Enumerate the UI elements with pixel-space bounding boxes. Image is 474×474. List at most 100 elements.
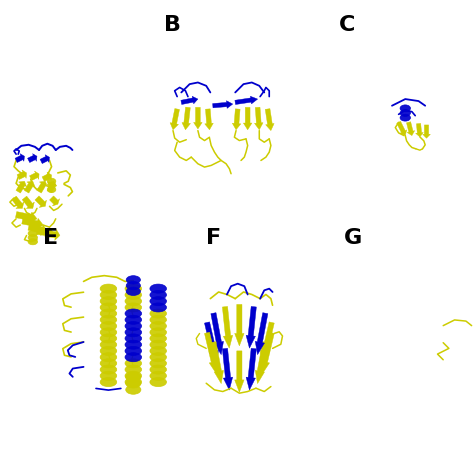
FancyArrow shape <box>182 107 191 130</box>
FancyArrow shape <box>235 304 244 346</box>
Ellipse shape <box>100 315 117 324</box>
FancyArrow shape <box>50 196 60 206</box>
Ellipse shape <box>150 297 166 306</box>
FancyArrow shape <box>260 332 274 374</box>
Text: G: G <box>344 228 362 248</box>
Ellipse shape <box>28 235 37 241</box>
Ellipse shape <box>125 303 142 312</box>
Ellipse shape <box>150 328 166 337</box>
Ellipse shape <box>126 282 140 290</box>
FancyArrow shape <box>204 332 219 374</box>
Ellipse shape <box>100 359 117 368</box>
Ellipse shape <box>125 353 142 362</box>
FancyArrow shape <box>235 96 257 104</box>
FancyArrow shape <box>423 125 430 138</box>
Ellipse shape <box>125 340 142 349</box>
Ellipse shape <box>100 284 117 293</box>
Ellipse shape <box>100 377 117 387</box>
Ellipse shape <box>100 340 117 349</box>
FancyArrow shape <box>47 181 57 192</box>
Ellipse shape <box>100 353 117 362</box>
FancyArrow shape <box>211 313 223 355</box>
FancyArrow shape <box>28 224 47 236</box>
FancyArrow shape <box>265 109 274 131</box>
FancyArrow shape <box>255 313 268 355</box>
FancyArrow shape <box>407 122 415 136</box>
FancyArrow shape <box>397 121 407 136</box>
Ellipse shape <box>125 334 142 343</box>
Ellipse shape <box>100 328 117 337</box>
FancyArrow shape <box>16 211 37 223</box>
FancyArrow shape <box>16 181 27 193</box>
FancyArrow shape <box>204 322 219 364</box>
Ellipse shape <box>100 321 117 330</box>
FancyArrow shape <box>205 109 213 130</box>
Ellipse shape <box>126 373 141 382</box>
FancyArrow shape <box>255 342 268 383</box>
FancyArrow shape <box>22 196 34 209</box>
Ellipse shape <box>150 346 166 356</box>
Text: E: E <box>43 228 58 248</box>
Ellipse shape <box>125 284 142 293</box>
Ellipse shape <box>100 309 117 318</box>
Ellipse shape <box>100 334 117 343</box>
Ellipse shape <box>150 365 166 374</box>
FancyArrow shape <box>42 172 52 182</box>
Ellipse shape <box>150 371 166 380</box>
FancyArrow shape <box>36 227 54 238</box>
Ellipse shape <box>125 291 142 300</box>
FancyArrow shape <box>15 154 25 163</box>
FancyArrow shape <box>17 170 27 180</box>
Ellipse shape <box>100 371 117 380</box>
Ellipse shape <box>126 287 140 295</box>
FancyArrow shape <box>243 108 252 130</box>
Ellipse shape <box>100 291 117 300</box>
FancyArrow shape <box>213 100 233 109</box>
Ellipse shape <box>126 385 141 394</box>
Ellipse shape <box>150 359 166 368</box>
FancyArrow shape <box>246 307 256 348</box>
Ellipse shape <box>150 303 166 312</box>
Ellipse shape <box>125 315 142 324</box>
Ellipse shape <box>150 284 166 293</box>
FancyArrow shape <box>37 181 47 193</box>
FancyArrow shape <box>181 96 198 104</box>
FancyArrow shape <box>222 307 233 348</box>
Ellipse shape <box>150 377 166 387</box>
Ellipse shape <box>100 303 117 312</box>
Ellipse shape <box>100 365 117 374</box>
FancyArrow shape <box>29 171 39 181</box>
Ellipse shape <box>28 230 37 237</box>
Text: F: F <box>206 228 221 248</box>
Ellipse shape <box>125 321 142 330</box>
Ellipse shape <box>150 315 166 324</box>
FancyArrow shape <box>24 181 35 193</box>
Ellipse shape <box>125 309 142 318</box>
FancyArrow shape <box>45 229 60 240</box>
FancyArrow shape <box>222 348 233 390</box>
Text: C: C <box>339 15 356 35</box>
FancyArrow shape <box>235 351 244 392</box>
FancyArrow shape <box>22 218 43 229</box>
FancyArrow shape <box>232 109 241 130</box>
Ellipse shape <box>125 365 142 374</box>
Ellipse shape <box>100 297 117 306</box>
FancyArrow shape <box>260 322 274 364</box>
Ellipse shape <box>47 178 56 184</box>
FancyArrow shape <box>40 155 49 164</box>
Ellipse shape <box>150 321 166 330</box>
FancyArrow shape <box>170 109 180 130</box>
Ellipse shape <box>150 340 166 349</box>
Ellipse shape <box>125 377 142 387</box>
FancyArrow shape <box>255 107 263 130</box>
Ellipse shape <box>400 105 410 112</box>
FancyArrow shape <box>12 196 24 209</box>
Ellipse shape <box>126 276 140 284</box>
Ellipse shape <box>125 297 142 306</box>
FancyArrow shape <box>416 123 423 137</box>
FancyArrow shape <box>246 348 256 390</box>
Ellipse shape <box>400 114 410 121</box>
Ellipse shape <box>125 328 142 337</box>
Text: B: B <box>164 15 181 35</box>
Ellipse shape <box>100 346 117 356</box>
